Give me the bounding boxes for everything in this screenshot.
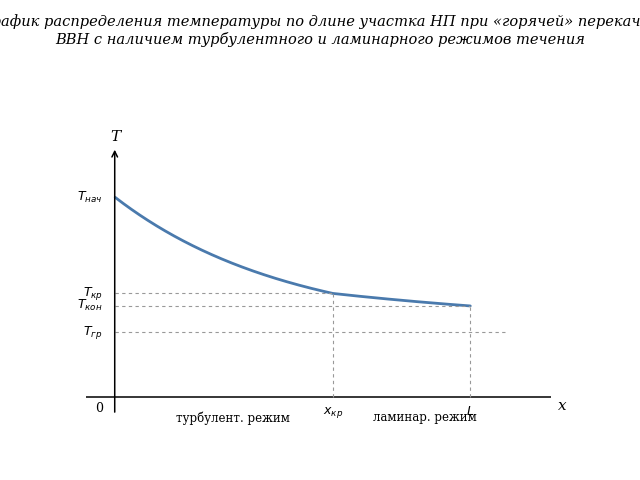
- Text: T: T: [110, 131, 120, 144]
- Text: x: x: [558, 399, 566, 413]
- Text: турбулент. режим: турбулент. режим: [176, 411, 290, 425]
- Text: $L$: $L$: [466, 405, 474, 418]
- Text: $T_{кр}$: $T_{кр}$: [83, 285, 103, 302]
- Text: $T_{нач}$: $T_{нач}$: [77, 190, 103, 204]
- Text: $T_{гр}$: $T_{гр}$: [83, 324, 103, 341]
- Text: ламинар. режим: ламинар. режим: [373, 411, 477, 424]
- Text: $x_{кр}$: $x_{кр}$: [323, 405, 343, 420]
- Text: График распределения температуры по длине участка НП при «горячей» перекачке
ВВН: График распределения температуры по длин…: [0, 14, 640, 47]
- Text: 0: 0: [95, 402, 103, 415]
- Text: $T_{кон}$: $T_{кон}$: [77, 299, 103, 313]
